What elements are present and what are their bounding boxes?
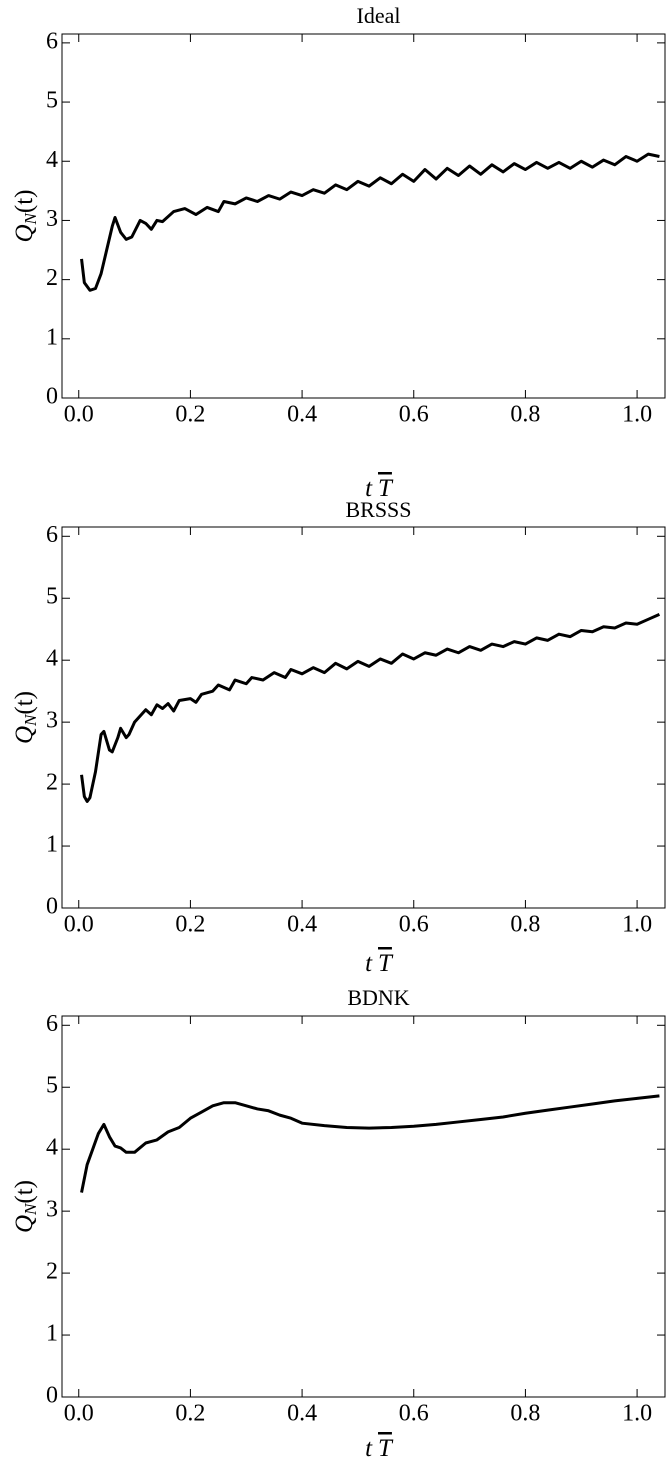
- plot-frame: [61, 33, 666, 399]
- y-axis-label-part: Q: [11, 224, 38, 242]
- x-axis-label-part: t: [365, 475, 373, 502]
- panel-title: Ideal: [357, 3, 401, 28]
- x-tick-label: 0.6: [399, 912, 429, 938]
- y-axis-label: QN(t): [11, 1180, 40, 1233]
- y-tick-label: 2: [46, 1259, 58, 1285]
- y-axis-label-part: N: [21, 211, 40, 225]
- y-tick-label: 5: [46, 584, 58, 610]
- plot-frame: [61, 1015, 666, 1398]
- x-tick-label: 0.4: [287, 402, 317, 428]
- x-tick-label: 0.8: [510, 912, 540, 938]
- y-tick-label: 1: [46, 832, 58, 858]
- y-tick-label: 5: [46, 1073, 58, 1099]
- data-line: [80, 612, 661, 803]
- panel: BDNK 0 1 2 3 4 5 6 0.0 0.2 0.4 0.6 0.8 1.0 t T QN(t): [11, 985, 666, 1462]
- plot-frame: [61, 526, 666, 909]
- x-tick-label: 0.0: [64, 402, 94, 428]
- x-axis-label-part: t: [365, 950, 373, 977]
- data-line: [80, 1094, 660, 1193]
- x-tick-label: 0.2: [175, 912, 205, 938]
- x-tick-label: 0.0: [64, 1401, 94, 1427]
- y-axis-label-part: N: [21, 713, 40, 727]
- y-tick-label: 2: [46, 770, 58, 796]
- x-axis-label-part: T: [378, 950, 394, 977]
- y-axis-label-part: N: [21, 1202, 40, 1216]
- panel: Ideal 0 1 2 3 4 5 6 0.0 0.2 0.4 0.6 0.8 1.0 t T QN(t): [11, 3, 666, 502]
- x-tick-label: 0.6: [399, 1401, 429, 1427]
- x-tick-label: 0.8: [510, 402, 540, 428]
- y-tick-label: 5: [46, 88, 58, 114]
- y-axis-label: QN(t): [11, 189, 40, 242]
- panel-title: BDNK: [347, 985, 409, 1010]
- y-tick-label: 0: [46, 1383, 58, 1409]
- x-tick-label: 1.0: [622, 1401, 652, 1427]
- y-tick-label: 4: [46, 1135, 58, 1161]
- y-axis-label-part: Q: [11, 726, 38, 744]
- y-tick-label: 4: [46, 147, 58, 173]
- y-tick-label: 2: [46, 265, 58, 291]
- y-tick-label: 6: [46, 522, 58, 548]
- y-tick-label: 3: [46, 206, 58, 232]
- y-tick-label: 3: [46, 708, 58, 734]
- panel-title: BRSSS: [345, 497, 411, 522]
- x-tick-label: 0.0: [64, 912, 94, 938]
- x-axis-label-part: t: [365, 1435, 373, 1462]
- y-tick-label: 6: [46, 1011, 58, 1037]
- x-tick-label: 0.4: [287, 912, 317, 938]
- y-tick-label: 1: [46, 324, 58, 350]
- y-tick-label: 4: [46, 646, 58, 672]
- y-axis-label-part: (t): [11, 1180, 38, 1204]
- data-line: [80, 152, 660, 292]
- x-tick-label: 0.8: [510, 1401, 540, 1427]
- y-tick-label: 1: [46, 1321, 58, 1347]
- x-tick-label: 0.4: [287, 1401, 317, 1427]
- y-tick-label: 3: [46, 1197, 58, 1223]
- y-axis-label-part: (t): [11, 189, 38, 213]
- x-axis-label-part: T: [378, 1435, 394, 1462]
- y-tick-label: 6: [46, 28, 58, 54]
- x-axis-label-part: T: [378, 475, 394, 502]
- x-tick-label: 1.0: [622, 402, 652, 428]
- panel: BRSSS 0 1 2 3 4 5 6 0.0 0.2 0.4 0.6 0.8 1.0 t T QN(t): [11, 497, 666, 977]
- y-axis-label-part: Q: [11, 1215, 38, 1233]
- x-tick-label: 0.2: [175, 402, 205, 428]
- y-tick-label: 0: [46, 894, 58, 920]
- y-tick-label: 0: [46, 384, 58, 410]
- x-tick-label: 0.6: [399, 402, 429, 428]
- x-tick-label: 1.0: [622, 912, 652, 938]
- y-axis-label: QN(t): [11, 691, 40, 744]
- x-tick-label: 0.2: [175, 1401, 205, 1427]
- y-axis-label-part: (t): [11, 691, 38, 715]
